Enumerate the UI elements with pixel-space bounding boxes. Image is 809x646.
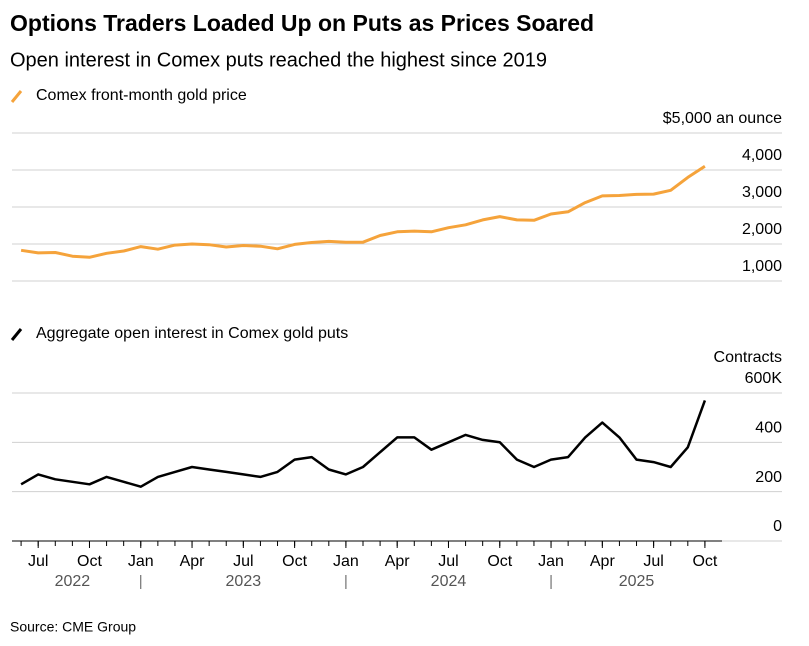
y-axis-label: Contracts <box>714 349 782 366</box>
x-tick-label: Jan <box>128 553 154 570</box>
legend-label: Comex front-month gold price <box>36 87 247 104</box>
x-tick-label: Oct <box>692 553 717 570</box>
x-tick-label: Oct <box>77 553 102 570</box>
y-tick-label: 200 <box>755 469 782 486</box>
y-tick-label: 600K <box>745 370 783 387</box>
chart-subtitle: Open interest in Comex puts reached the … <box>10 49 547 71</box>
x-tick-label: Jan <box>538 553 564 570</box>
x-tick-label: Jan <box>333 553 359 570</box>
y-tick-label: 0 <box>773 518 782 535</box>
y-tick-label: 400 <box>755 420 782 437</box>
x-tick-label: Oct <box>282 553 307 570</box>
legend-label: Aggregate open interest in Comex gold pu… <box>36 325 348 342</box>
x-tick-label: Apr <box>180 553 206 570</box>
x-tick-label: Jul <box>438 553 458 570</box>
x-tick-label: Jul <box>643 553 663 570</box>
x-tick-label: Apr <box>385 553 411 570</box>
x-tick-label: Jul <box>233 553 253 570</box>
legend-swatch <box>10 90 23 103</box>
y-tick-label: 3,000 <box>742 184 782 201</box>
y-tick-label: 4,000 <box>742 147 782 164</box>
legend-swatch <box>10 328 23 341</box>
y-tick-label: 1,000 <box>742 258 782 275</box>
x-tick-label: Oct <box>487 553 512 570</box>
y-tick-label: $5,000 an ounce <box>663 110 782 127</box>
x-tick-label: Jul <box>28 553 48 570</box>
y-tick-label: 2,000 <box>742 221 782 238</box>
year-label: 2025 <box>619 573 655 590</box>
line-series <box>20 399 707 488</box>
x-tick-label: Apr <box>590 553 616 570</box>
year-label: 2024 <box>431 573 467 590</box>
source: Source: CME Group <box>10 619 136 635</box>
line-series <box>20 165 706 259</box>
year-label: 2022 <box>55 573 91 590</box>
chart-title: Options Traders Loaded Up on Puts as Pri… <box>10 10 594 36</box>
year-label: 2023 <box>226 573 262 590</box>
